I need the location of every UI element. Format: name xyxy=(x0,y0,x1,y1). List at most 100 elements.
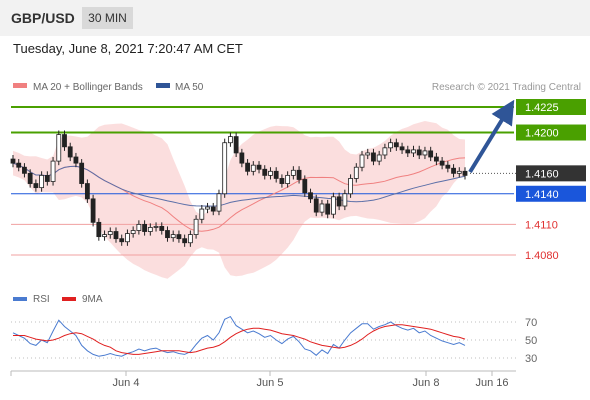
candle xyxy=(462,167,468,180)
x-tick-label: Jun 8 xyxy=(413,377,440,389)
forecast-arrow xyxy=(468,99,515,174)
candle xyxy=(147,223,153,236)
candle xyxy=(27,169,33,188)
candle xyxy=(39,171,45,192)
x-tick-label: Jun 5 xyxy=(257,377,284,389)
level-label-1.4080: 1.4080 xyxy=(525,250,559,262)
candle xyxy=(245,159,250,176)
level-badge-target xyxy=(516,99,586,115)
candle xyxy=(96,218,102,241)
candle xyxy=(73,152,79,168)
candle xyxy=(262,165,268,180)
candle xyxy=(371,148,376,166)
candle xyxy=(90,194,96,227)
candle xyxy=(119,234,125,246)
candle xyxy=(331,192,336,219)
legend-swatch-ma20 xyxy=(13,83,27,88)
candle xyxy=(359,150,365,172)
timeframe-badge[interactable]: 30 MIN xyxy=(82,7,133,29)
ma50-line xyxy=(12,162,466,207)
candle xyxy=(44,171,50,186)
candle xyxy=(22,163,27,178)
candle xyxy=(216,189,222,216)
x-tick-label: Jun 4 xyxy=(113,377,140,389)
legend-label-ma20: MA 20 + Bollinger Bands xyxy=(33,82,143,93)
source-label: Research © 2021 Trading Central xyxy=(432,82,581,93)
x-tick-label: Jun 16 xyxy=(475,377,508,389)
candle xyxy=(56,130,62,166)
candle xyxy=(187,230,193,247)
candle xyxy=(62,130,67,151)
candle xyxy=(142,220,147,236)
candle xyxy=(239,148,245,168)
date-label: Tuesday, June 8, 2021 7:20:47 AM CET xyxy=(13,41,243,56)
candle xyxy=(233,132,239,158)
candle xyxy=(165,226,170,242)
candle xyxy=(433,152,439,166)
candle xyxy=(342,189,348,211)
candle xyxy=(250,161,256,176)
candle xyxy=(222,138,228,198)
candle xyxy=(10,154,16,168)
candle xyxy=(353,163,359,183)
candle xyxy=(456,167,462,178)
candle xyxy=(308,188,313,203)
level-label-1.4140: 1.4140 xyxy=(525,189,559,201)
candle xyxy=(279,174,285,188)
rsi-tick-label: 30 xyxy=(525,353,537,365)
candle xyxy=(405,145,411,158)
candle xyxy=(16,159,22,172)
candle xyxy=(296,166,302,184)
legend-swatch-ma50 xyxy=(156,83,170,88)
legend-swatch-rsi xyxy=(13,297,27,301)
candle xyxy=(67,142,73,162)
candle xyxy=(228,132,233,147)
rsi-ma9-line xyxy=(13,324,466,355)
candle xyxy=(210,202,216,216)
legend-swatch-9ma xyxy=(62,297,76,301)
level-badge-last-price xyxy=(516,165,586,182)
candle xyxy=(107,227,113,239)
level-badge-resistance xyxy=(516,124,586,141)
candle xyxy=(193,215,199,239)
candle xyxy=(33,179,39,192)
candle xyxy=(399,142,405,154)
candle xyxy=(422,146,428,160)
candle xyxy=(336,192,342,211)
chart-legend: MA 20 + Bollinger Bands MA 50 Research ©… xyxy=(13,82,581,93)
candle xyxy=(416,145,422,160)
candle xyxy=(376,150,382,166)
legend-label-rsi: RSI xyxy=(33,294,50,305)
level-label-1.4110: 1.4110 xyxy=(525,219,558,231)
candle xyxy=(325,199,331,219)
rsi-line xyxy=(12,315,466,357)
candle xyxy=(428,146,434,162)
candle xyxy=(388,138,394,152)
candle xyxy=(290,166,296,180)
candle xyxy=(125,229,130,246)
legend-label-9ma: 9MA xyxy=(82,294,103,305)
candle xyxy=(205,202,210,214)
candle xyxy=(348,174,353,198)
candle xyxy=(411,145,416,158)
candle xyxy=(445,161,451,173)
candle xyxy=(176,230,182,243)
candle xyxy=(170,230,176,242)
candle xyxy=(256,161,262,174)
rsi-tick-label: 50 xyxy=(525,335,537,347)
candle xyxy=(182,234,188,247)
candle xyxy=(319,199,325,217)
rsi-legend: RSI 9MA xyxy=(13,294,103,305)
currency-pair-title: GBP/USD xyxy=(11,10,75,26)
candle xyxy=(130,226,136,238)
candle xyxy=(136,220,142,235)
candle xyxy=(153,222,159,232)
candle xyxy=(365,148,371,160)
level-label-1.4200: 1.4200 xyxy=(525,128,559,140)
legend-label-ma50: MA 50 xyxy=(175,82,204,93)
candle xyxy=(273,167,279,183)
candle xyxy=(439,157,445,170)
candle xyxy=(199,204,205,224)
header-bar: GBP/USD 30 MIN xyxy=(0,0,590,36)
